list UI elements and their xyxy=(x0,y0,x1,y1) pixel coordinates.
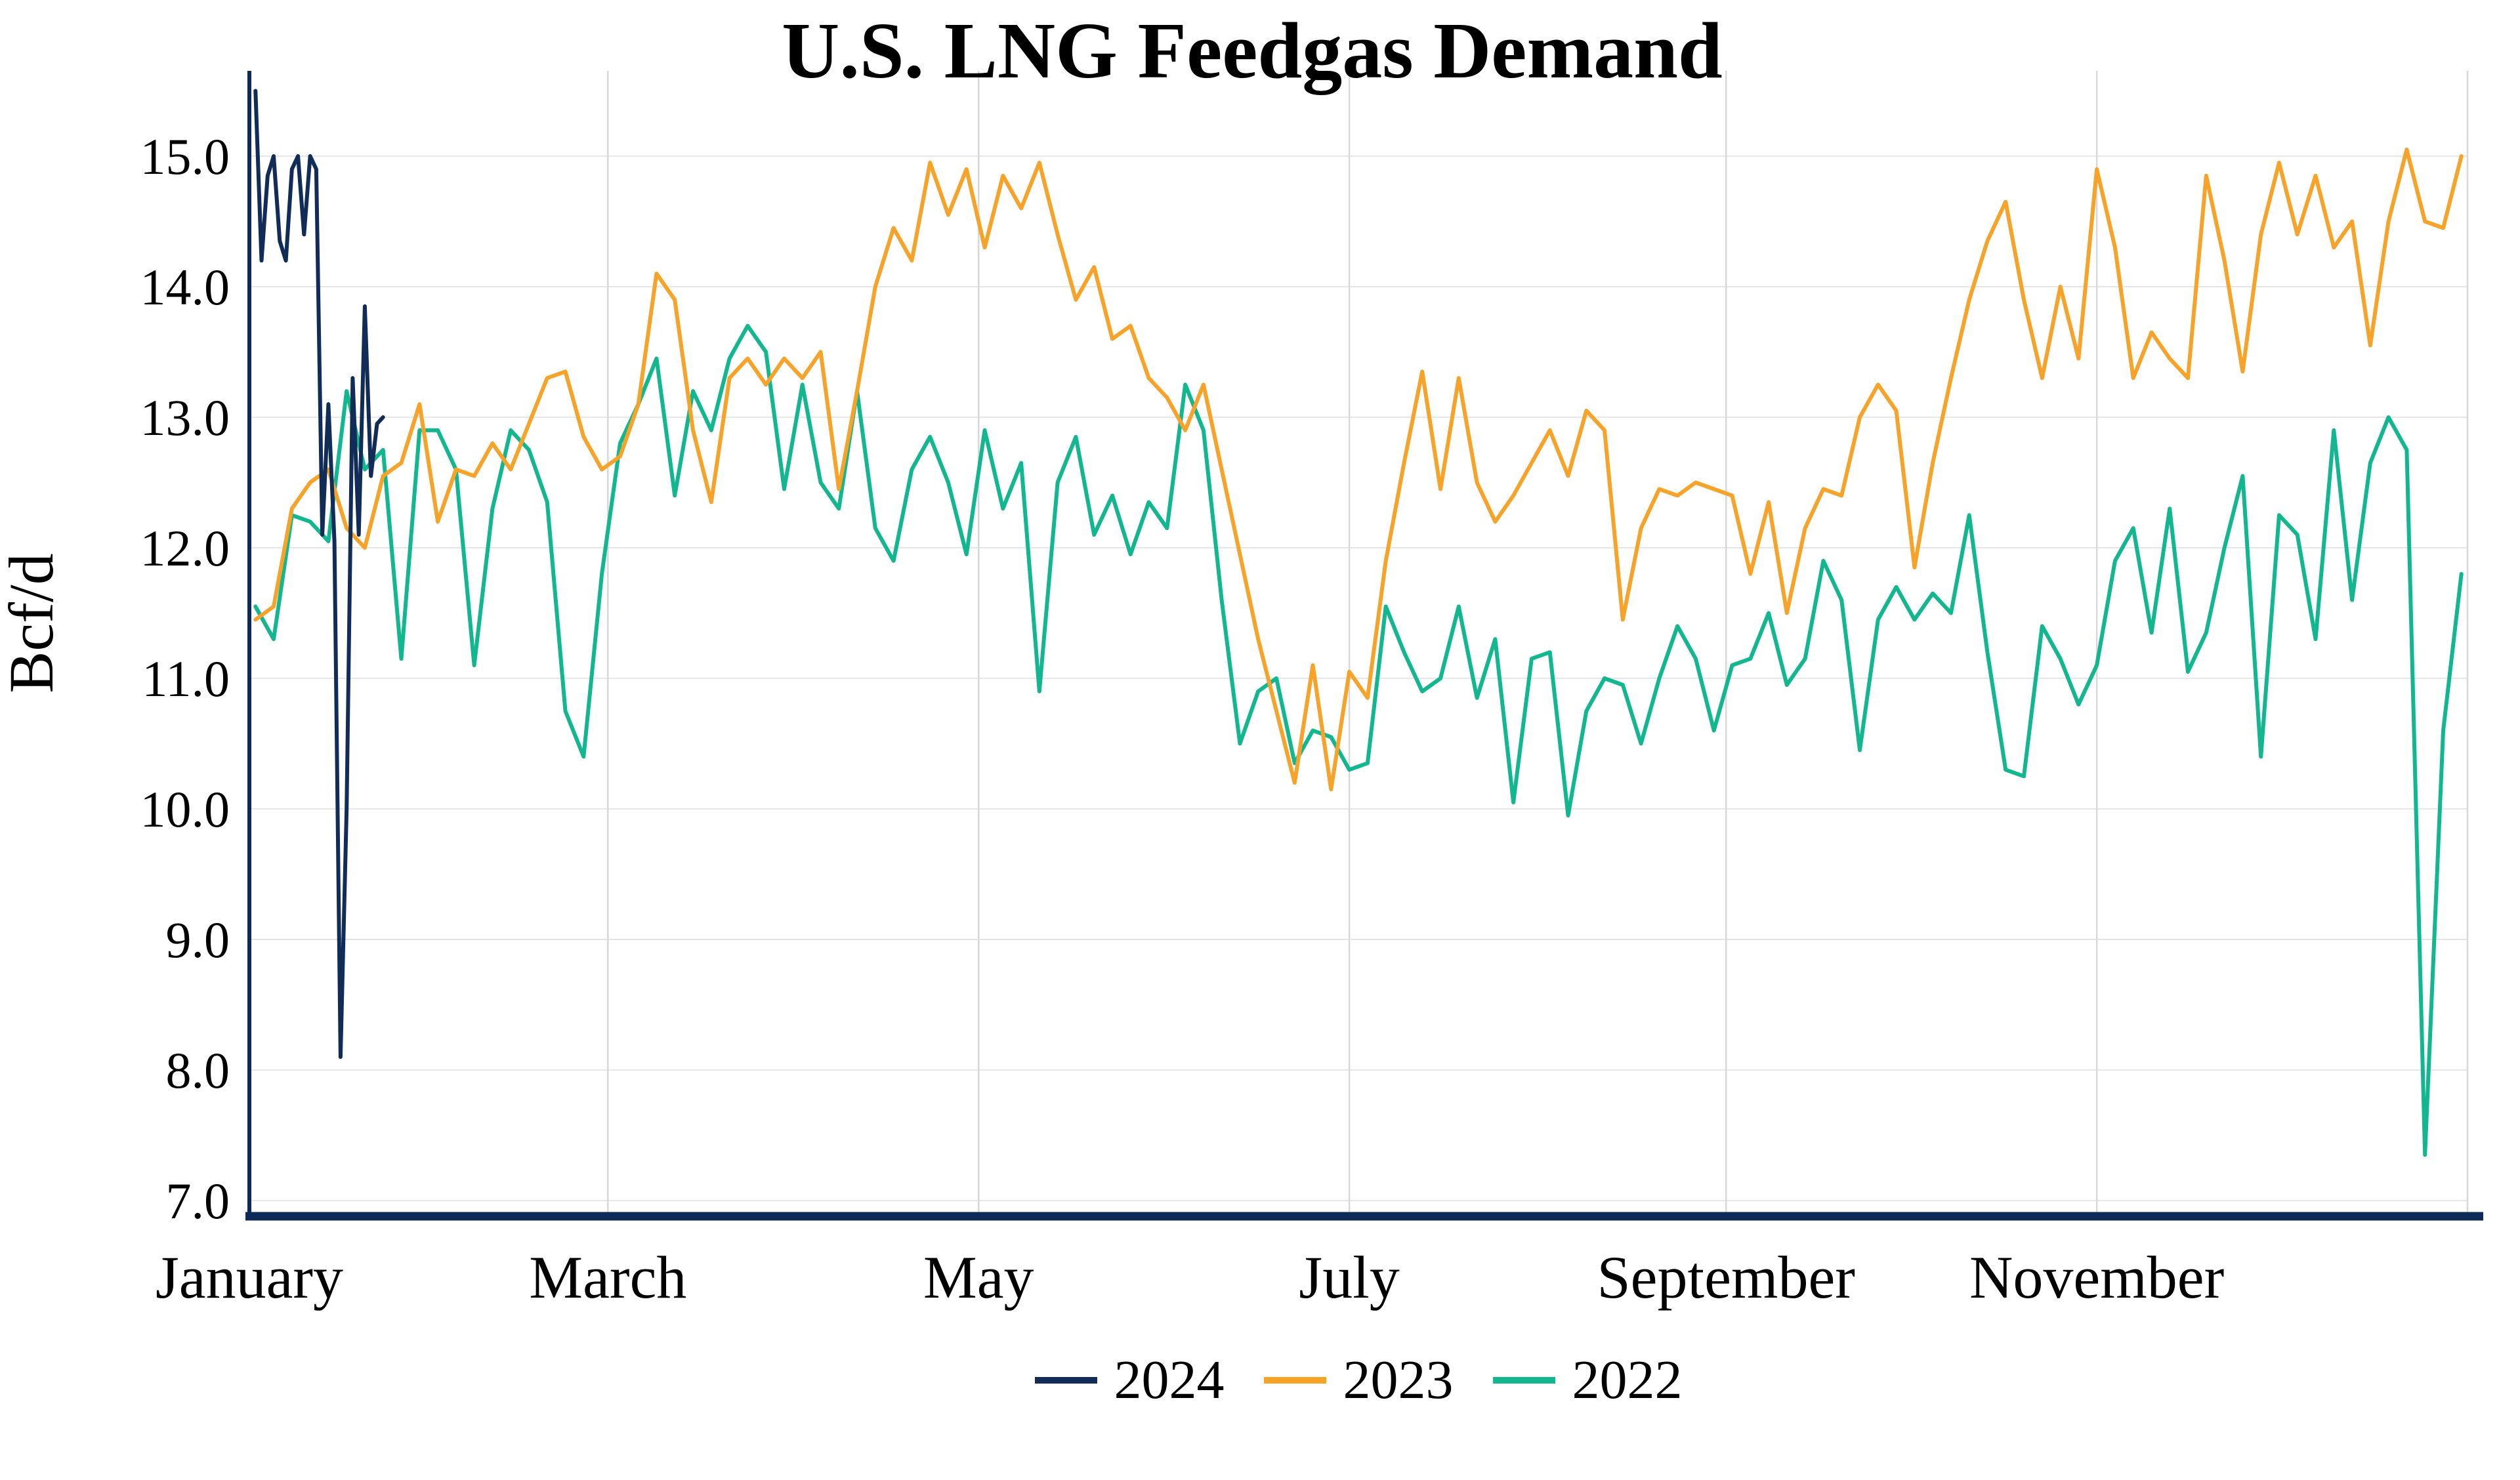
legend-item-2024: 2024 xyxy=(1034,1348,1225,1412)
axis-layer xyxy=(245,71,2483,1221)
chart-title: U.S. LNG Feedgas Demand xyxy=(782,7,1723,95)
y-tick-label: 14.0 xyxy=(140,258,230,316)
y-axis-label: Bcf/d xyxy=(0,553,66,693)
x-tick-label-September: September xyxy=(1597,1244,1855,1311)
y-tick-label: 15.0 xyxy=(140,128,230,185)
chart-legend: 2024 2023 2022 xyxy=(249,1348,2468,1412)
y-tick-label: 8.0 xyxy=(166,1042,230,1099)
x-tick-label-November: November xyxy=(1969,1244,2224,1311)
y-tick-label: 12.0 xyxy=(140,520,230,577)
series-line-2023 xyxy=(253,148,2464,792)
legend-label-2023: 2023 xyxy=(1343,1349,1454,1410)
y-tick-label: 13.0 xyxy=(140,389,230,446)
legend-item-2022: 2022 xyxy=(1492,1348,1683,1412)
tick-label-layer: 7.0 8.0 9.0 10.0 11.0 12.0 13.0 14.0 15.0 January… xyxy=(140,128,2225,1311)
legend-line-swatch-2024 xyxy=(1034,1376,1097,1384)
x-tick-label-January: January xyxy=(156,1244,343,1311)
legend-item-2023: 2023 xyxy=(1263,1348,1454,1412)
series-layer xyxy=(253,89,2464,1157)
x-tick-label-May: May xyxy=(923,1244,1034,1311)
y-tick-label: 9.0 xyxy=(166,911,230,968)
legend-line-swatch-2022 xyxy=(1492,1376,1555,1384)
gridline-layer xyxy=(249,71,2469,1216)
series-line-2022 xyxy=(253,323,2464,1157)
legend-label-2024: 2024 xyxy=(1114,1349,1225,1410)
series-line-2024 xyxy=(253,89,385,1059)
legend-line-swatch-2023 xyxy=(1263,1376,1326,1384)
y-tick-label: 10.0 xyxy=(140,781,230,838)
legend-label-2022: 2022 xyxy=(1572,1349,1683,1410)
y-tick-label: 7.0 xyxy=(166,1172,230,1229)
x-tick-label-July: July xyxy=(1299,1244,1399,1311)
y-tick-label: 11.0 xyxy=(142,650,230,707)
x-tick-label-March: March xyxy=(529,1244,686,1311)
